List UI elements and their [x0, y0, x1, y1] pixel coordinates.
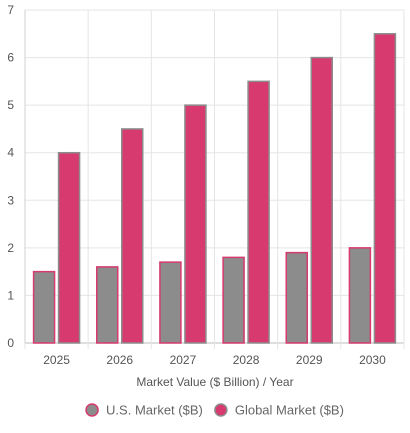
bar-global-2028[interactable] — [247, 80, 270, 344]
legend: U.S. Market ($B) Global Market ($B) — [85, 403, 344, 418]
bar-global-2026[interactable] — [121, 128, 144, 344]
bar-global-2029[interactable] — [310, 56, 333, 344]
gridlines — [24, 9, 405, 349]
bar-global-2030[interactable] — [373, 33, 397, 344]
y-tick-label: 7 — [7, 3, 14, 17]
bars — [32, 33, 397, 344]
y-tick-label: 0 — [7, 336, 14, 350]
y-tick-label: 1 — [7, 288, 14, 302]
y-tick-label: 5 — [7, 98, 14, 112]
bar-us-2029[interactable] — [285, 251, 308, 344]
legend-swatch — [85, 403, 99, 417]
legend-item-us[interactable]: U.S. Market ($B) — [85, 403, 203, 418]
x-tick-label: 2026 — [106, 353, 133, 367]
bar-us-2027[interactable] — [159, 261, 182, 344]
legend-item-global[interactable]: Global Market ($B) — [214, 403, 344, 418]
x-tick-label: 2027 — [170, 353, 197, 367]
bar-us-2025[interactable] — [32, 270, 56, 344]
x-tick-label: 2030 — [359, 353, 386, 367]
legend-label: U.S. Market ($B) — [106, 403, 203, 418]
bar-global-2025[interactable] — [57, 151, 81, 344]
bar-us-2026[interactable] — [96, 266, 119, 344]
legend-label: Global Market ($B) — [235, 403, 344, 418]
bar-global-2027[interactable] — [184, 104, 207, 344]
y-tick-label: 6 — [7, 51, 14, 65]
y-tick-label: 3 — [7, 193, 14, 207]
y-tick-label: 2 — [7, 241, 14, 255]
x-tick-label: 2028 — [233, 353, 260, 367]
x-axis-title: Market Value ($ Billion) / Year — [136, 375, 293, 389]
legend-swatch — [214, 403, 228, 417]
y-tick-label: 4 — [7, 146, 14, 160]
bar-us-2028[interactable] — [222, 256, 245, 344]
x-tick-label: 2029 — [296, 353, 323, 367]
x-tick-label: 2025 — [43, 353, 70, 367]
bar-us-2030[interactable] — [348, 247, 372, 344]
tick-labels: 0 1 2 3 4 5 6 7 2025 2026 2027 2028 2029 2030 — [7, 3, 386, 367]
